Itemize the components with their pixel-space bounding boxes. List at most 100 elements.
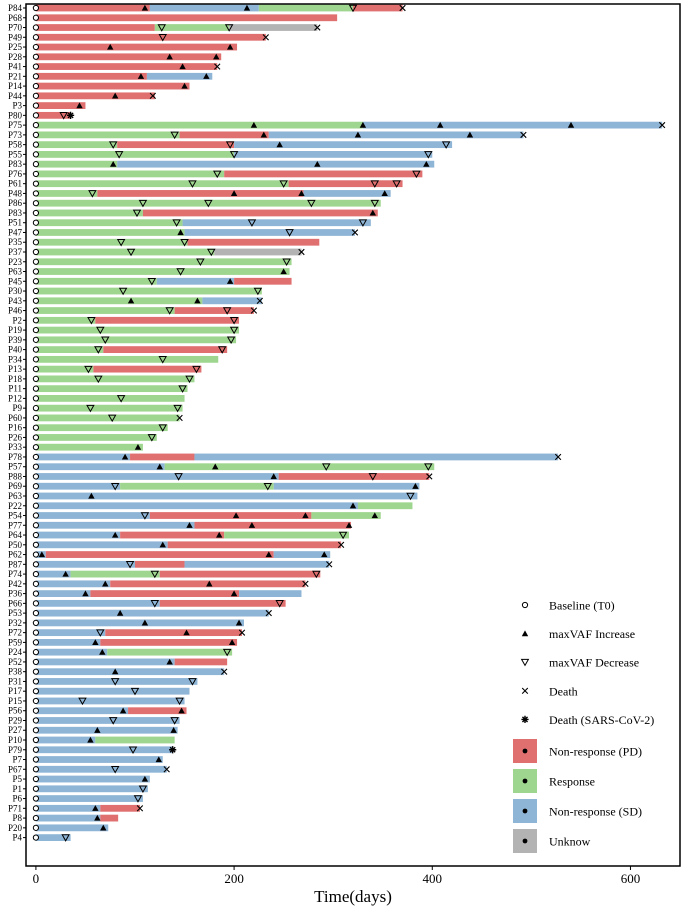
response-segment [184, 560, 330, 568]
baseline-marker [32, 600, 40, 607]
patient-lane [32, 795, 143, 803]
response-segment [35, 434, 157, 441]
baseline-marker [32, 141, 40, 148]
maxvaf-decrease-marker [170, 131, 179, 140]
patient-lane [32, 629, 246, 637]
baseline-marker [32, 180, 40, 187]
response-segment [229, 24, 318, 31]
patient-lane [32, 111, 75, 120]
response-segment [35, 33, 266, 41]
response-segment [35, 199, 381, 207]
maxvaf-decrease-marker [130, 687, 140, 696]
maxvaf-increase-marker [137, 73, 145, 79]
patient-label: P9 [12, 403, 22, 413]
legend-label: maxVAF Decrease [549, 656, 639, 670]
maxvaf-decrease-marker [78, 697, 87, 706]
baseline-marker [32, 473, 40, 480]
baseline-marker [32, 317, 40, 324]
patient-label: P3 [12, 101, 22, 111]
patient-lane [32, 336, 237, 345]
response-segment [35, 687, 190, 695]
maxvaf-decrease-marker [307, 199, 316, 208]
maxvaf-increase-marker [183, 629, 190, 636]
baseline-marker [32, 717, 40, 724]
maxvaf-increase-marker [194, 297, 201, 304]
baseline-marker [32, 366, 40, 373]
response-segment [239, 590, 302, 597]
baseline-marker [32, 356, 40, 363]
maxvaf-increase-marker [345, 522, 353, 528]
baseline-marker [32, 629, 40, 636]
baseline-marker [32, 170, 40, 178]
patient-label: P66 [8, 598, 23, 608]
response-segment [35, 287, 262, 295]
maxvaf-increase-marker [466, 131, 474, 138]
maxvaf-increase-marker [82, 590, 89, 597]
patient-lane [32, 756, 163, 763]
legend-item-increase: maxVAF Increase [521, 627, 635, 641]
maxvaf-decrease-marker [150, 570, 160, 579]
maxvaf-increase-marker [38, 551, 46, 558]
patient-label: P69 [8, 481, 23, 491]
response-segment [202, 297, 262, 305]
patient-label: P25 [8, 42, 23, 52]
baseline-marker [32, 756, 40, 763]
maxvaf-decrease-marker [147, 434, 157, 442]
response-segment [353, 4, 403, 12]
baseline-marker [32, 161, 40, 168]
maxvaf-decrease-marker [114, 151, 124, 159]
patient-label: P47 [8, 227, 23, 237]
response-segment [35, 336, 237, 344]
patient-label: P36 [8, 589, 23, 599]
patient-label: P51 [8, 218, 22, 228]
response-segment [35, 14, 338, 22]
patient-label: P5 [12, 774, 22, 784]
patient-label: P17 [8, 686, 23, 696]
baseline-marker [32, 697, 40, 705]
response-segment [35, 151, 235, 158]
response-segment [35, 648, 108, 656]
patient-label: P76 [8, 169, 23, 179]
maxvaf-increase-marker [213, 53, 220, 60]
plot-frame [25, 3, 681, 867]
patient-lane [32, 560, 333, 569]
maxvaf-increase-marker [359, 121, 367, 128]
patient-lane [32, 570, 321, 579]
patient-lane [32, 268, 290, 276]
response-segment [278, 473, 430, 480]
baseline-marker [32, 326, 40, 334]
response-segment [35, 53, 222, 61]
response-segment [35, 443, 143, 451]
baseline-marker [32, 570, 40, 578]
maxvaf-decrease-marker [370, 199, 380, 208]
legend-item-death: Death [521, 684, 578, 698]
legend-death-icon [521, 687, 529, 694]
baseline-marker [32, 736, 40, 744]
legend-label: Death (SARS-CoV-2) [549, 713, 654, 727]
baseline-marker [32, 112, 40, 119]
patient-label: P41 [8, 62, 22, 72]
response-segment [100, 639, 238, 646]
patient-label: P39 [8, 335, 23, 345]
baseline-marker [32, 834, 40, 841]
maxvaf-increase-marker [321, 551, 328, 558]
patient-lane [32, 190, 391, 198]
maxvaf-decrease-marker [178, 385, 187, 393]
maxvaf-decrease-marker [87, 317, 96, 325]
maxvaf-increase-marker [92, 805, 99, 811]
patient-label: P54 [8, 511, 23, 521]
response-segment [35, 326, 240, 334]
maxvaf-decrease-marker [158, 356, 168, 364]
maxvaf-decrease-marker [185, 375, 194, 384]
x-tick-label: 600 [621, 871, 641, 886]
maxvaf-decrease-marker [188, 678, 197, 686]
patient-lane [32, 297, 264, 305]
x-axis-label: Time(days) [314, 887, 392, 906]
response-segment [35, 707, 129, 715]
response-segment [120, 482, 274, 490]
response-segment [35, 365, 94, 373]
patient-lane [32, 804, 144, 812]
maxvaf-increase-marker [141, 619, 149, 626]
patient-label: P87 [8, 559, 23, 569]
maxvaf-increase-marker [170, 727, 177, 733]
